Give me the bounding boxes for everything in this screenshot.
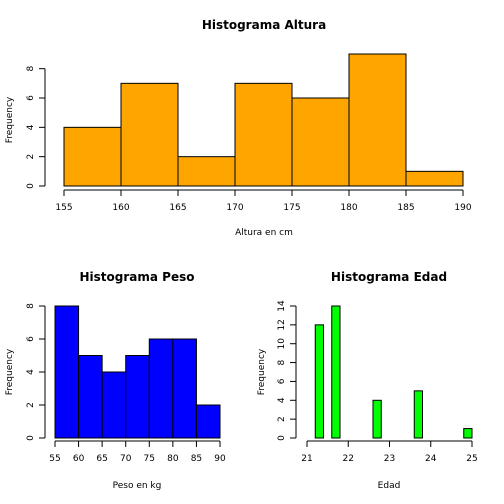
y-tick-label-peso: 4 bbox=[26, 369, 36, 375]
x-tick-label-peso: 65 bbox=[96, 454, 107, 464]
y-tick-label-edad: 2 bbox=[277, 416, 287, 422]
bar-edad-13 bbox=[413, 390, 423, 439]
x-tick-label-altura: 165 bbox=[169, 203, 186, 213]
y-tick-label-altura: 8 bbox=[26, 66, 36, 72]
x-tick-label-peso: 80 bbox=[167, 454, 179, 464]
bar-peso-1 bbox=[78, 355, 103, 439]
panel-peso: Histograma Peso Peso en kg Frequency 55 6… bbox=[5, 270, 226, 491]
y-axis-label-peso: Frequency bbox=[5, 348, 15, 395]
x-tick-label-altura: 160 bbox=[112, 203, 129, 213]
x-tick-label-peso: 75 bbox=[144, 454, 155, 464]
x-tick-label-edad: 24 bbox=[425, 454, 437, 464]
chart-title-edad: Histograma Edad bbox=[331, 270, 447, 284]
y-tick-label-edad: 4 bbox=[277, 397, 287, 403]
x-tick-label-altura: 155 bbox=[55, 203, 72, 213]
bar-altura-4 bbox=[291, 97, 350, 187]
axes-peso: 55 60 65 70 75 80 85 90 0 2 4 6 8 bbox=[26, 303, 226, 464]
x-axis-label-altura: Altura en cm bbox=[235, 228, 293, 238]
x-tick-label-peso: 60 bbox=[73, 454, 85, 464]
y-tick-label-altura: 4 bbox=[26, 124, 36, 130]
bars-edad bbox=[314, 305, 473, 439]
y-tick-label-peso: 0 bbox=[26, 435, 36, 441]
bar-peso-3 bbox=[125, 355, 150, 439]
y-tick-label-peso: 8 bbox=[26, 303, 36, 309]
y-tick-label-edad: 0 bbox=[277, 435, 287, 441]
y-tick-label-edad: 12 bbox=[277, 319, 287, 330]
bar-peso-0 bbox=[54, 305, 80, 439]
x-tick-label-peso: 70 bbox=[120, 454, 132, 464]
bar-peso-5 bbox=[172, 338, 197, 439]
y-tick-label-edad: 14 bbox=[277, 300, 287, 312]
bar-altura-5 bbox=[348, 53, 407, 187]
bar-altura-3 bbox=[234, 82, 293, 187]
y-tick-label-altura: 0 bbox=[26, 183, 36, 189]
chart-title-altura: Histograma Altura bbox=[202, 18, 326, 32]
y-tick-label-peso: 2 bbox=[26, 402, 36, 408]
chart-title-peso: Histograma Peso bbox=[80, 270, 195, 284]
bars-altura bbox=[63, 53, 464, 187]
bar-peso-6 bbox=[195, 404, 221, 439]
bar-peso-2 bbox=[101, 371, 127, 439]
bar-peso-4 bbox=[148, 338, 174, 439]
y-axis-label-altura: Frequency bbox=[5, 96, 15, 143]
y-tick-label-altura: 6 bbox=[26, 95, 36, 101]
bar-edad-1 bbox=[314, 324, 324, 439]
panel-edad: Histograma Edad Edad Frequency 21 22 23 24 2… bbox=[257, 270, 478, 491]
bar-altura-0 bbox=[63, 126, 122, 187]
x-tick-label-altura: 170 bbox=[226, 203, 243, 213]
x-tick-label-peso: 85 bbox=[191, 454, 202, 464]
bar-edad-19 bbox=[463, 428, 473, 439]
y-tick-label-edad: 8 bbox=[277, 359, 287, 365]
x-tick-label-altura: 190 bbox=[454, 203, 471, 213]
panel-altura: Histograma Altura Altura en cm Frequency… bbox=[5, 18, 472, 238]
bars-peso bbox=[54, 305, 221, 439]
x-tick-label-altura: 185 bbox=[397, 203, 414, 213]
x-tick-label-edad: 21 bbox=[301, 454, 312, 464]
x-tick-label-edad: 25 bbox=[466, 454, 477, 464]
y-tick-label-altura: 2 bbox=[26, 154, 36, 160]
x-tick-label-altura: 180 bbox=[340, 203, 357, 213]
bar-edad-8 bbox=[372, 399, 382, 439]
bar-altura-6 bbox=[405, 170, 464, 187]
axes-altura: 155 160 165 170 175 180 185 190 0 2 4 6 8 bbox=[26, 66, 472, 213]
x-tick-label-peso: 55 bbox=[49, 454, 60, 464]
x-tick-label-edad: 22 bbox=[343, 454, 354, 464]
x-tick-label-altura: 175 bbox=[283, 203, 300, 213]
y-tick-label-edad: 6 bbox=[277, 378, 287, 384]
x-axis-label-peso: Peso en kg bbox=[113, 481, 162, 491]
y-axis-label-edad: Frequency bbox=[257, 348, 267, 395]
y-tick-label-edad: 10 bbox=[277, 338, 287, 350]
bar-altura-1 bbox=[120, 82, 179, 187]
x-axis-label-edad: Edad bbox=[378, 481, 401, 491]
bar-altura-2 bbox=[177, 156, 236, 187]
y-tick-label-peso: 6 bbox=[26, 336, 36, 342]
x-tick-label-peso: 90 bbox=[214, 454, 226, 464]
bar-edad-3 bbox=[331, 305, 341, 439]
x-tick-label-edad: 23 bbox=[384, 454, 395, 464]
